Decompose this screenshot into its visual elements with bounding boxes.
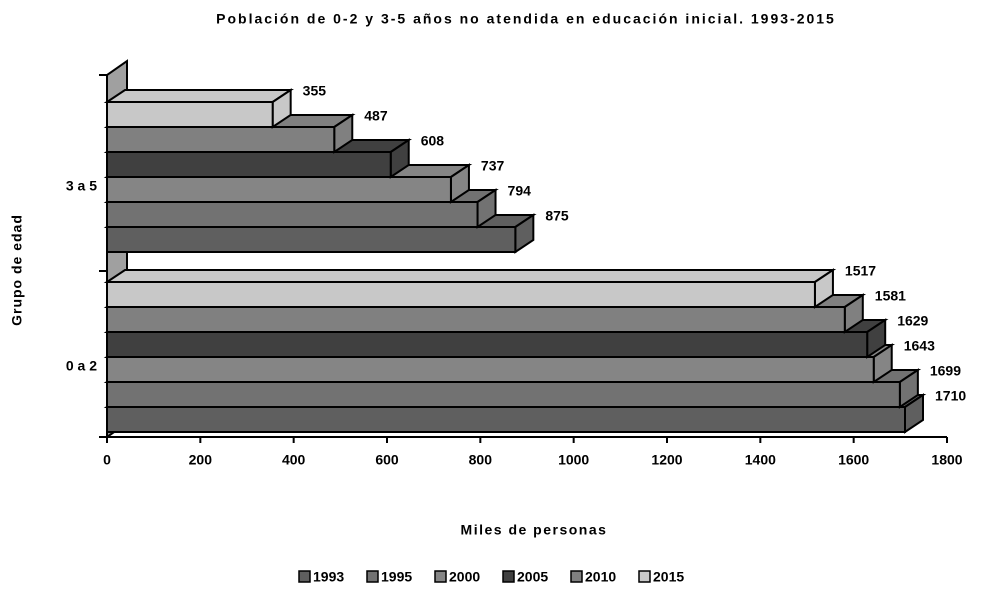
y-tick-label: 3 a 5 [66,178,97,194]
legend-label: 1995 [381,569,412,585]
data-label: 1517 [845,263,876,279]
legend-swatch [570,570,583,583]
legend-label: 2010 [585,569,616,585]
data-label: 487 [364,108,388,124]
bar-face [106,201,479,228]
data-label: 737 [481,158,505,174]
bar-face [106,331,869,358]
legend-label: 2015 [653,569,684,585]
bar-face [103,269,837,283]
bar-face [106,281,816,308]
x-tick-label: 1200 [651,452,682,468]
y-tick-label: 0 a 2 [66,358,97,374]
bar-face [106,306,846,333]
bar-face [106,101,274,128]
data-label: 875 [545,208,569,224]
x-tick-label: 800 [469,452,493,468]
legend-swatch [366,570,379,583]
legend-swatch [434,570,447,583]
x-tick-label: 1400 [745,452,776,468]
bar-face [106,151,392,178]
x-tick-label: 0 [103,452,111,468]
bar-face [103,89,294,103]
legend-label: 1993 [313,569,344,585]
data-label: 794 [508,183,532,199]
bar [103,268,837,309]
legend-label: 2005 [517,569,548,585]
data-label: 1699 [930,363,961,379]
bar-face [106,126,336,153]
legend-swatch [638,570,651,583]
legend-label: 2000 [449,569,480,585]
bar-face [106,381,901,408]
data-label: 1643 [904,338,935,354]
data-label: 1581 [875,288,906,304]
data-label: 1629 [897,313,928,329]
x-tick-label: 1600 [838,452,869,468]
x-tick-label: 1000 [558,452,589,468]
bar [103,88,294,129]
bar-face [106,176,452,203]
x-axis-title: Miles de personas [461,522,608,538]
x-tick-label: 200 [189,452,213,468]
y-axis-title: Grupo de edad [9,214,25,326]
x-tick-label: 1800 [931,452,962,468]
bar-face [106,226,517,253]
data-label: 608 [421,133,445,149]
x-tick-label: 600 [375,452,399,468]
data-label: 1710 [935,388,966,404]
bar-face [106,406,906,433]
data-label: 355 [303,83,327,99]
legend-swatch [298,570,311,583]
x-tick-label: 400 [282,452,306,468]
chart-title: Población de 0-2 y 3-5 años no atendida … [216,11,836,27]
legend-swatch [502,570,515,583]
bar-face [106,356,875,383]
